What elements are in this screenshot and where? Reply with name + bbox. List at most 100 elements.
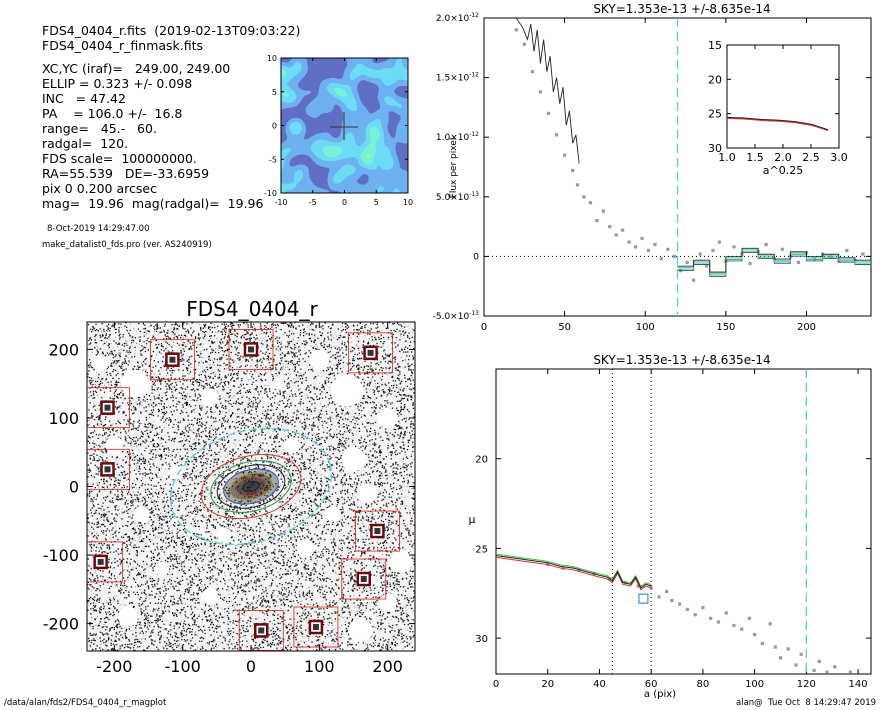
mu-xtick-label: 60 (645, 679, 658, 690)
param-range: range= 45.- 60. (42, 121, 157, 136)
mask-region-box (87, 387, 130, 429)
thumb-ytick-label: 0 (272, 122, 277, 131)
image-ytick-label: -200 (43, 615, 79, 634)
sky-data-point (582, 195, 586, 199)
image-xtick-label: 200 (372, 657, 403, 676)
image-xtick-label: -100 (165, 657, 201, 676)
sky-data-point (732, 245, 736, 249)
mu-data-point (812, 668, 816, 673)
info-date: 8-Oct-2019 14:29:47.00 (47, 224, 150, 234)
mu-data-point (709, 616, 713, 620)
mask-filename-line: FDS4_0404_r_finmask.fits (42, 38, 204, 53)
sky-data-point (796, 260, 801, 264)
sky-ytick-label: 2.0×10-12 (436, 12, 479, 24)
sky-data-point (845, 248, 849, 253)
sky-ytick-label: 1.0×10-12 (436, 131, 479, 143)
mu-data-point (657, 595, 661, 599)
mu-data-point (740, 627, 744, 631)
sky-data-point (829, 254, 833, 258)
mu-data-point (693, 613, 697, 617)
inset-xtick-label: 2.0 (774, 151, 792, 164)
mask-region-box (355, 510, 400, 552)
param-ellip: ELLIP = 0.323 +/- 0.098 (42, 76, 193, 91)
thumb-xtick-label: -10 (274, 198, 287, 207)
masked-source-core (104, 404, 111, 411)
mu-data-point (848, 670, 852, 674)
mu-ytick-label: 30 (475, 634, 488, 645)
masked-source-core (367, 349, 374, 356)
sky-panel: 0 50 100 150 200-5.0×10-1305.0×10-131.0×10-1… (433, 12, 872, 333)
mask-region-box (293, 606, 339, 648)
masked-source-core (97, 558, 104, 565)
param-pix: pix 0 0.200 arcsec (42, 181, 157, 196)
masked-hole (325, 505, 341, 522)
sky-data-point (554, 133, 559, 137)
thumbnail-heatmap (281, 58, 408, 193)
masked-holes (92, 349, 413, 643)
masked-hole (118, 606, 138, 627)
masked-hole (272, 377, 285, 390)
mu-title: SKY=1.353e-13 +/-8.635e-14 (593, 353, 770, 367)
param-fds-scale: FDS scale= 100000000. (42, 151, 197, 166)
mu-ylabel: μ (469, 513, 476, 526)
isophote (236, 476, 266, 497)
masked-source-core (312, 624, 319, 631)
mu-data-point (623, 580, 627, 585)
sky-data-point (780, 247, 784, 251)
masked-hole (296, 539, 315, 558)
masked-source-core (248, 346, 254, 353)
isophote (229, 472, 273, 501)
image-ytick-label: 200 (48, 340, 79, 359)
masked-source-core (360, 576, 367, 583)
masked-hole (330, 374, 363, 407)
mu-xtick-label: 120 (797, 679, 816, 690)
sky-data-point (672, 254, 676, 258)
masked-hole (378, 594, 397, 613)
masked-hole (120, 369, 149, 398)
masked-hole (92, 355, 109, 372)
sky-ytick-label: 5.0×10-13 (436, 191, 479, 203)
inset-profile-line (727, 117, 828, 132)
sky-data-point (764, 242, 768, 247)
sky-xtick-label: 50 (558, 322, 571, 333)
masked-hole (348, 618, 373, 643)
mu-xtick-label: 100 (745, 679, 764, 690)
sky-data-point (717, 240, 722, 244)
thumb-ytick-label: 10 (267, 54, 277, 63)
masked-hole (341, 447, 366, 472)
sky-title: SKY=1.353e-13 +/-8.635e-14 (593, 2, 770, 16)
sky-step-line (677, 247, 871, 273)
isophote (200, 453, 302, 520)
mu-data-point (773, 645, 777, 649)
radgal-ellipse (170, 427, 332, 546)
info-program: make_datalist0_fds.pro (ver. AS240919) (42, 240, 212, 250)
inset-ytick-label: 15 (708, 39, 722, 52)
mask-region-box (87, 541, 124, 583)
isophote (216, 464, 286, 509)
image-xtick-label: 0 (246, 657, 256, 676)
sky-data-point (627, 240, 631, 244)
sky-data-point (538, 90, 543, 94)
thumb-ytick-label: -10 (264, 189, 277, 198)
sky-data-point (861, 252, 865, 256)
mu-profile-line (496, 556, 652, 591)
mu-data-point (636, 584, 640, 588)
sky-data-point (614, 233, 618, 237)
mu-data-point (716, 620, 721, 624)
filename-line: FDS4_0404_r.fits (2019-02-13T09:03:22) (42, 23, 301, 38)
mu-data-point (825, 670, 829, 674)
sky-xtick-label: 150 (716, 322, 735, 333)
masked-hole (377, 407, 398, 428)
sky-data-point (530, 70, 534, 74)
sky-ytick-label: 0 (473, 252, 479, 262)
mask-region-box (341, 558, 387, 600)
masked-source-boxes (87, 329, 400, 651)
mu-data-point (732, 623, 736, 628)
mu-profile-line (496, 553, 652, 588)
masked-hole (168, 465, 183, 480)
masked-hole (202, 588, 218, 605)
masked-hole (284, 437, 300, 454)
sky-data-point (748, 261, 752, 266)
masked-hole (309, 349, 330, 370)
mu-data-point (665, 589, 669, 594)
